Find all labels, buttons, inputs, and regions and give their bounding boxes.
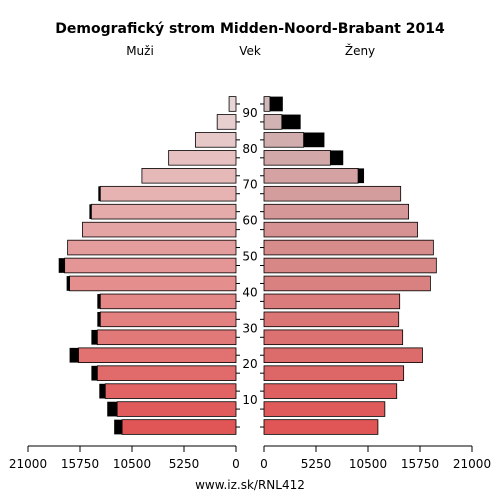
female-x-tick-label: 15750 bbox=[401, 457, 439, 471]
female-bar-25-29 bbox=[263, 329, 404, 346]
male-bar-75-79 bbox=[168, 150, 237, 166]
bars-group bbox=[58, 96, 437, 435]
male-x-tick-label: 21000 bbox=[9, 457, 47, 471]
female-excess-75-79 bbox=[330, 150, 344, 166]
female-x-tick-label: 0 bbox=[260, 457, 268, 471]
female-bar-80-84 bbox=[263, 132, 305, 148]
female-excess-90+ bbox=[269, 96, 283, 112]
male-bar-45-49 bbox=[64, 257, 237, 274]
female-bar-15-19 bbox=[263, 365, 405, 381]
female-excess-80-84 bbox=[303, 132, 325, 148]
male-excess-10-14 bbox=[99, 383, 106, 399]
age-tick-label: 10 bbox=[242, 393, 257, 407]
female-label: Ženy bbox=[345, 43, 375, 58]
male-bar-35-39 bbox=[99, 293, 237, 310]
male-excess-20-24 bbox=[69, 347, 79, 363]
female-bar-40-44 bbox=[263, 275, 431, 292]
male-bar-70-74 bbox=[141, 168, 237, 184]
male-bar-65-69 bbox=[99, 185, 237, 202]
age-tick-label: 60 bbox=[242, 214, 257, 228]
female-excess-70-74 bbox=[358, 168, 365, 184]
male-excess-60-64 bbox=[89, 204, 92, 220]
female-x-tick-label: 10500 bbox=[349, 457, 387, 471]
male-excess-65-69 bbox=[98, 186, 101, 202]
male-bar-25-29 bbox=[96, 329, 237, 346]
male-label: Muži bbox=[126, 44, 154, 58]
male-bar-80-84 bbox=[194, 132, 237, 148]
female-bar-20-24 bbox=[263, 347, 423, 363]
age-tick-label: 50 bbox=[242, 250, 257, 264]
female-x-tick-label: 5250 bbox=[301, 457, 332, 471]
male-bar-10-14 bbox=[104, 383, 237, 399]
female-bar-30-34 bbox=[263, 311, 400, 328]
female-excess-85-89 bbox=[281, 114, 301, 130]
male-bar-30-34 bbox=[99, 311, 237, 328]
female-bar-65-69 bbox=[263, 185, 402, 202]
age-tick-label: 70 bbox=[242, 178, 257, 192]
footer-url: www.iz.sk/RNL412 bbox=[195, 478, 305, 492]
male-x-tick-label: 10500 bbox=[113, 457, 151, 471]
male-excess-15-19 bbox=[91, 365, 98, 381]
male-excess-45-49 bbox=[58, 258, 65, 273]
male-excess-35-39 bbox=[97, 294, 101, 309]
female-bar-5-9 bbox=[263, 401, 386, 417]
female-bar-60-64 bbox=[263, 203, 410, 220]
male-excess-25-29 bbox=[91, 329, 98, 345]
male-bar-90+ bbox=[228, 96, 237, 112]
male-excess-5-9 bbox=[107, 401, 118, 417]
male-x-tick-label: 15750 bbox=[61, 457, 99, 471]
male-excess-40-44 bbox=[66, 276, 70, 291]
female-x-tick-label: 21000 bbox=[453, 457, 491, 471]
male-x-tick-label: 5250 bbox=[169, 457, 200, 471]
male-bar-0-4 bbox=[121, 419, 237, 435]
axes-group: 21000 15750 10500 5250 0 0 5250 10500 15750 21000… bbox=[9, 103, 491, 471]
female-bar-0-4 bbox=[263, 419, 379, 435]
male-bar-20-24 bbox=[78, 347, 237, 363]
female-bar-85-89 bbox=[263, 114, 283, 130]
female-bar-10-14 bbox=[263, 383, 398, 399]
male-bar-40-44 bbox=[69, 275, 237, 292]
female-bar-35-39 bbox=[263, 293, 401, 310]
age-label: Vek bbox=[239, 44, 261, 58]
female-bar-50-54 bbox=[263, 239, 434, 256]
male-bar-15-19 bbox=[96, 365, 237, 381]
female-bar-70-74 bbox=[263, 168, 359, 184]
age-tick-label: 40 bbox=[242, 285, 257, 299]
male-bar-55-59 bbox=[82, 221, 237, 238]
age-tick-label: 90 bbox=[242, 106, 257, 120]
female-bar-75-79 bbox=[263, 150, 331, 166]
female-bar-90+ bbox=[263, 96, 271, 112]
chart-title: Demografický strom Midden-Noord-Brabant … bbox=[55, 21, 445, 37]
female-bar-45-49 bbox=[263, 257, 437, 274]
male-bar-50-54 bbox=[67, 239, 237, 256]
male-bar-60-64 bbox=[90, 203, 237, 220]
male-excess-0-4 bbox=[114, 419, 123, 435]
male-excess-30-34 bbox=[97, 311, 101, 327]
male-bar-5-9 bbox=[116, 401, 237, 417]
age-tick-label: 80 bbox=[242, 142, 257, 156]
female-bar-55-59 bbox=[263, 221, 418, 238]
age-tick-label: 20 bbox=[242, 357, 257, 371]
male-x-tick-label: 0 bbox=[232, 457, 240, 471]
age-tick-label: 30 bbox=[242, 321, 257, 335]
male-bar-85-89 bbox=[216, 114, 237, 130]
